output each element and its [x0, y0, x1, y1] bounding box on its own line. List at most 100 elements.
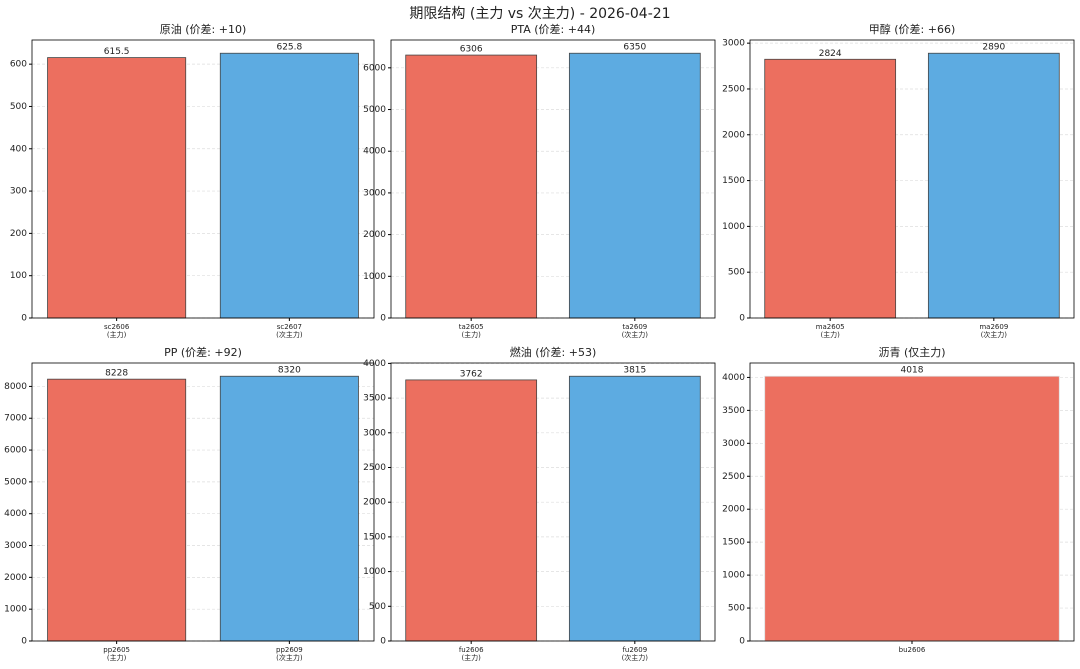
value-label: 625.8: [276, 43, 302, 53]
x-tick-role: (次主力): [276, 653, 303, 662]
y-tick-label: 3000: [363, 188, 386, 198]
x-tick-label: fu2606: [459, 646, 484, 654]
y-tick-label: 7000: [4, 414, 27, 424]
y-tick-label: 2000: [722, 130, 745, 140]
y-tick-label: 500: [10, 102, 27, 112]
x-tick-label: pp2609: [276, 646, 303, 654]
y-tick-label: 1000: [363, 567, 386, 577]
value-label: 2824: [819, 49, 842, 59]
y-tick-label: 2000: [4, 573, 27, 583]
y-tick-label: 400: [10, 144, 27, 154]
subplot-title: 沥青 (仅主力): [878, 346, 945, 359]
y-tick-label: 1000: [4, 605, 27, 615]
y-tick-label: 3500: [722, 406, 745, 416]
x-tick-role: (次主力): [622, 330, 649, 339]
bar: [405, 54, 538, 319]
bar: [764, 375, 1060, 642]
bar: [927, 52, 1060, 319]
y-tick-label: 0: [739, 314, 745, 324]
y-tick-label: 3000: [4, 541, 27, 551]
value-label: 615.5: [104, 47, 130, 57]
y-tick-label: 2500: [722, 84, 745, 94]
x-tick-label: ma2609: [979, 323, 1008, 331]
y-tick-label: 0: [380, 637, 386, 647]
x-tick-label: ma2605: [816, 323, 845, 331]
value-label: 2890: [982, 43, 1005, 53]
y-tick-label: 500: [728, 268, 745, 278]
value-label: 3762: [460, 369, 483, 379]
x-tick-role: (主力): [820, 330, 840, 339]
axes-frame: [31, 362, 375, 642]
x-tick-label: sc2606: [104, 323, 130, 331]
y-tick-label: 3000: [363, 428, 386, 438]
y-tick-label: 8000: [4, 382, 27, 392]
x-tick-label: fu2609: [622, 646, 647, 654]
y-tick-label: 500: [369, 602, 386, 612]
x-tick-role: (主力): [461, 330, 481, 339]
bar: [47, 57, 187, 319]
x-tick-role: (次主力): [981, 330, 1008, 339]
y-tick-label: 2000: [363, 230, 386, 240]
y-tick-label: 0: [380, 314, 386, 324]
y-tick-label: 0: [739, 637, 745, 647]
y-tick-label: 3000: [722, 39, 745, 49]
bar: [219, 52, 359, 319]
x-tick-role: (主力): [107, 330, 127, 339]
y-tick-label: 100: [10, 271, 27, 281]
value-label: 6350: [623, 43, 646, 53]
y-tick-label: 2000: [363, 498, 386, 508]
axes-frame: [31, 39, 375, 319]
y-tick-label: 500: [728, 604, 745, 614]
axes-frame: [390, 362, 716, 642]
y-tick-label: 200: [10, 229, 27, 239]
y-tick-label: 1500: [722, 176, 745, 186]
bar: [764, 58, 897, 319]
value-label: 3815: [623, 366, 646, 376]
axes-frame: [390, 39, 716, 319]
y-tick-label: 1000: [363, 272, 386, 282]
subplot-title: PP (价差: +92): [164, 345, 242, 359]
x-tick-role: (次主力): [622, 653, 649, 662]
y-tick-label: 1500: [363, 532, 386, 542]
y-tick-label: 2000: [722, 505, 745, 515]
subplot-title: 燃油 (价差: +53): [510, 345, 597, 359]
value-label: 8320: [278, 366, 301, 376]
bar: [47, 378, 187, 642]
y-tick-label: 5000: [363, 105, 386, 115]
y-tick-label: 1000: [722, 571, 745, 581]
bar: [219, 375, 359, 642]
value-label: 4018: [901, 366, 924, 376]
axes-frame: [749, 39, 1075, 319]
x-tick-role: (主力): [461, 653, 481, 662]
y-tick-label: 600: [10, 60, 27, 70]
bar: [405, 379, 538, 642]
y-tick-label: 0: [21, 314, 27, 324]
y-tick-label: 5000: [4, 477, 27, 487]
x-tick-label: bu2606: [899, 646, 926, 654]
y-tick-label: 3000: [722, 439, 745, 449]
x-tick-role: (次主力): [276, 330, 303, 339]
x-tick-label: sc2607: [277, 323, 302, 331]
y-tick-label: 1000: [722, 222, 745, 232]
axes-frame: [749, 362, 1075, 642]
y-tick-label: 3500: [363, 394, 386, 404]
y-tick-label: 6000: [363, 63, 386, 73]
x-tick-label: ta2609: [622, 323, 647, 331]
subplot-title: 甲醇 (价差: +66): [869, 22, 956, 36]
subplot-title: PTA (价差: +44): [511, 22, 596, 36]
value-label: 8228: [105, 369, 128, 379]
y-tick-label: 300: [10, 187, 27, 197]
bar: [568, 52, 701, 319]
y-tick-label: 4000: [722, 373, 745, 383]
y-tick-label: 2500: [722, 472, 745, 482]
y-tick-label: 4000: [363, 359, 386, 369]
y-tick-label: 1500: [722, 538, 745, 548]
y-tick-label: 4000: [363, 147, 386, 157]
suptitle: 期限结构 (主力 vs 次主力) - 2026-04-21: [409, 6, 670, 22]
bar: [568, 375, 701, 642]
x-tick-role: (主力): [107, 653, 127, 662]
x-tick-label: pp2605: [103, 646, 130, 654]
y-tick-label: 4000: [4, 509, 27, 519]
